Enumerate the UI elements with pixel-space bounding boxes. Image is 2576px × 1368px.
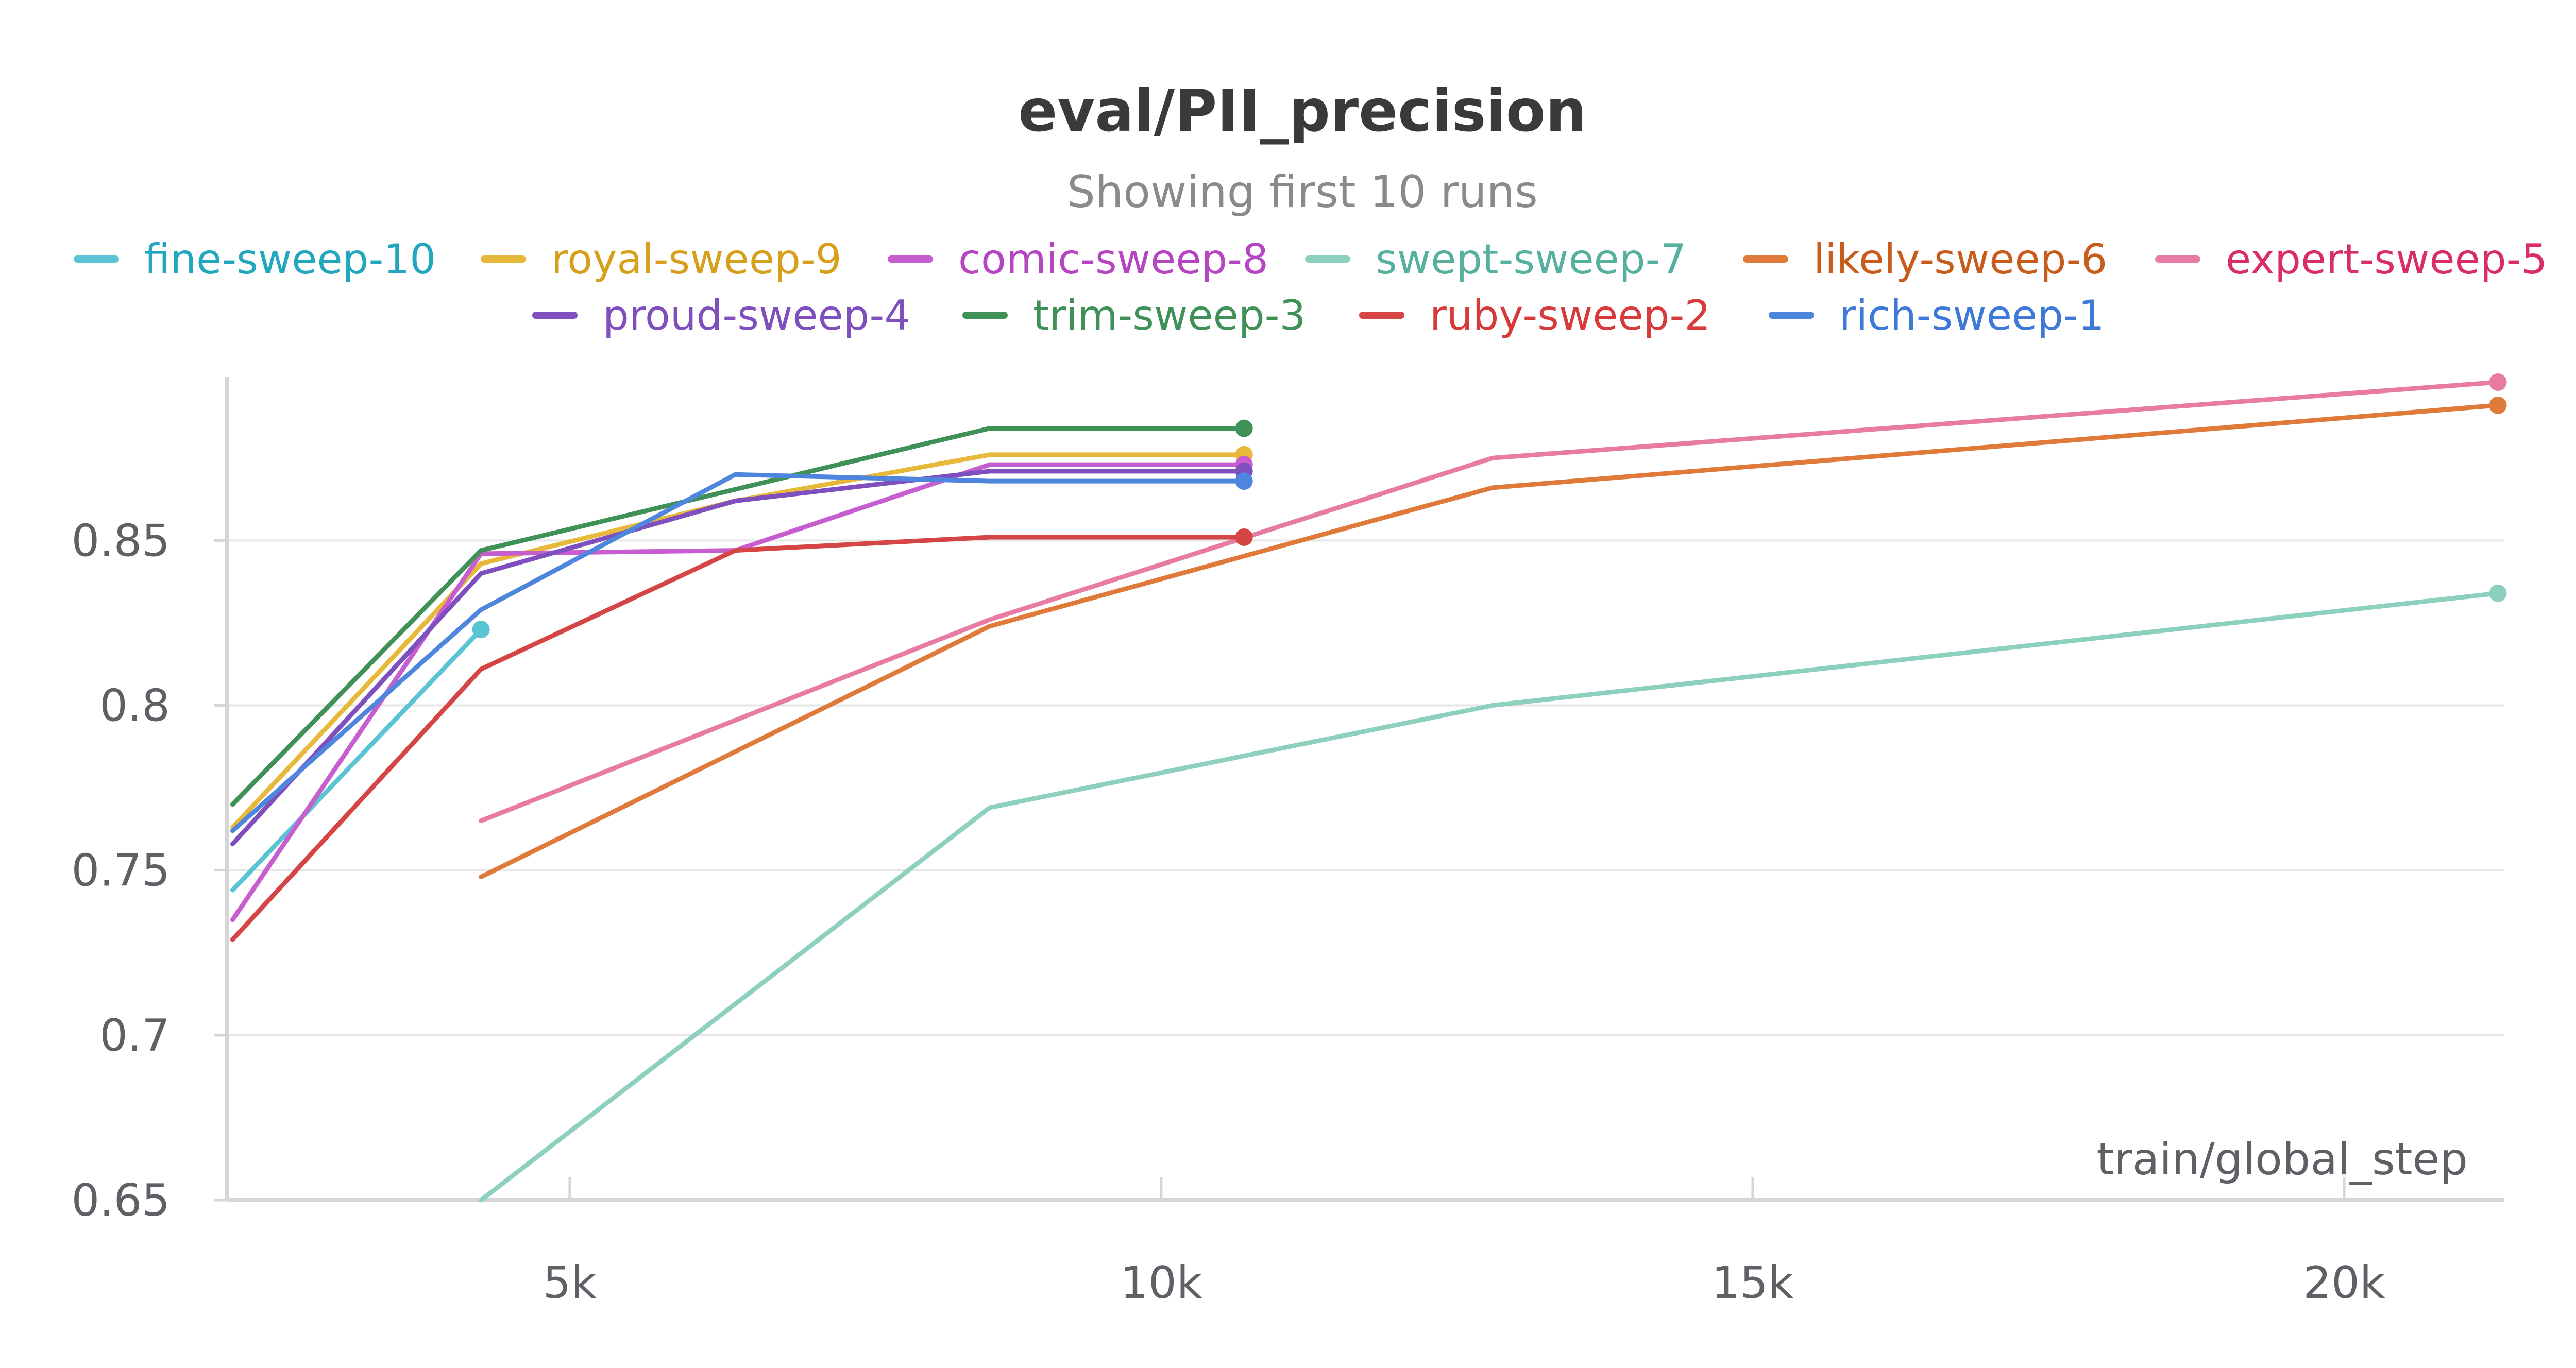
series-end-point-fine-sweep-10	[472, 621, 490, 639]
y-tick-label: 0.65	[72, 1175, 170, 1226]
legend-item-proud-sweep-4: proud-sweep-4	[532, 292, 910, 339]
legend-label: rich-sweep-1	[1839, 292, 2105, 339]
legend-label: comic-sweep-8	[958, 235, 1268, 283]
legend-label: swept-sweep-7	[1376, 235, 1686, 283]
legend-label: fine-sweep-10	[144, 235, 436, 283]
series-line-proud-sweep-4	[230, 469, 1247, 846]
y-tick-label: 0.85	[72, 515, 170, 567]
series-end-point-rich-sweep-1	[1235, 472, 1253, 490]
series-line-rich-sweep-1	[230, 472, 1247, 833]
legend-item-royal-sweep-9: royal-sweep-9	[481, 235, 842, 283]
series-line-comic-sweep-8	[230, 462, 1247, 922]
series-lines	[230, 380, 2500, 1203]
series-end-point-trim-sweep-3	[1235, 419, 1253, 437]
legend-item-likely-sweep-6: likely-sweep-6	[1743, 235, 2107, 283]
x-tick-label: 10k	[1120, 1257, 1202, 1309]
y-tick-label: 0.7	[99, 1010, 170, 1062]
series-end-markers	[472, 373, 2507, 639]
legend-label: likely-sweep-6	[1814, 235, 2107, 283]
legend-item-rich-sweep-1: rich-sweep-1	[1769, 292, 2105, 339]
series-end-point-likely-sweep-6	[2489, 396, 2507, 414]
x-tick-label: 5k	[543, 1257, 597, 1309]
axes: 0.65 0.7 0.75 0.8 0.85 5k 10k 15k 20k	[72, 377, 2504, 1309]
series-line-trim-sweep-3	[230, 426, 1247, 807]
legend-label: ruby-sweep-2	[1430, 292, 1710, 339]
legend-item-trim-sweep-3: trim-sweep-3	[962, 292, 1306, 339]
grid-lines	[227, 539, 2504, 1036]
legend-item-swept-sweep-7: swept-sweep-7	[1305, 235, 1686, 283]
series-end-point-swept-sweep-7	[2489, 584, 2507, 602]
legend-label: trim-sweep-3	[1033, 292, 1306, 339]
series-line-fine-sweep-10	[230, 627, 484, 893]
legend-item-fine-sweep-10: fine-sweep-10	[74, 235, 436, 283]
chart-title: eval/PII_precision	[1018, 78, 1586, 145]
legend-label: royal-sweep-9	[551, 235, 842, 283]
legend-label: expert-sweep-5	[2226, 235, 2547, 283]
chart-subtitle: Showing first 10 runs	[1067, 166, 1538, 218]
series-end-point-expert-sweep-5	[2489, 373, 2507, 391]
y-tick-label: 0.75	[72, 845, 170, 897]
legend-label: proud-sweep-4	[603, 292, 910, 339]
legend-item-expert-sweep-5: expert-sweep-5	[2155, 235, 2547, 283]
legend: fine-sweep-10 royal-sweep-9 comic-sweep-8 s…	[74, 235, 2547, 339]
series-line-swept-sweep-7	[479, 591, 2500, 1203]
legend-item-ruby-sweep-2: ruby-sweep-2	[1359, 292, 1710, 339]
legend-item-comic-sweep-8: comic-sweep-8	[888, 235, 1268, 283]
x-tick-label: 15k	[1711, 1257, 1793, 1309]
y-tick-label: 0.8	[99, 680, 170, 732]
series-end-point-ruby-sweep-2	[1235, 528, 1253, 546]
x-axis-title: train/global_step	[2097, 1134, 2468, 1185]
series-line-ruby-sweep-2	[230, 535, 1247, 942]
x-tick-label: 20k	[2303, 1257, 2385, 1309]
series-line-expert-sweep-5	[479, 380, 2500, 824]
series-line-likely-sweep-6	[479, 403, 2500, 879]
